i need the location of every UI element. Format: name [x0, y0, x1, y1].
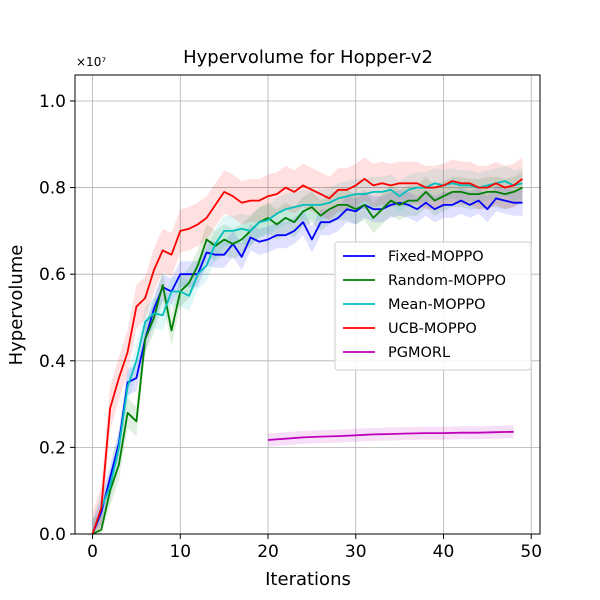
legend-label-ucb-moppo: UCB-MOPPO	[388, 321, 477, 337]
y-tick-label: 0.8	[39, 179, 66, 199]
x-tick-label: 30	[345, 542, 367, 562]
x-tick-label: 0	[87, 542, 98, 562]
axis-scale-multiplier: ×10⁷	[76, 55, 106, 69]
legend-box	[334, 241, 532, 371]
band-pgmorl	[268, 425, 514, 447]
plot-frame	[74, 74, 541, 535]
y-tick-label: 0.6	[39, 265, 66, 285]
legend-label-fixed-moppo: Fixed-MOPPO	[388, 249, 484, 265]
series-line-pgmorl	[267, 430, 514, 441]
chart-title: Hypervolume for Hopper-v2	[183, 47, 433, 68]
band-ucb-moppo	[92, 157, 523, 535]
axis-ticks: 0 10 20 30 40 50 0.0 0.2 0.4 0.6 0.8 1.0	[39, 92, 542, 562]
series-lines	[91, 177, 524, 535]
y-tick-label: 0.4	[39, 352, 66, 372]
y-axis-title: Hypervolume	[6, 245, 27, 366]
legend-label-pgmorl: PGMORL	[388, 345, 450, 361]
y-tick-label: 0.0	[39, 525, 66, 545]
y-tick-label: 1.0	[39, 92, 66, 112]
series-line-mean-moppo	[91, 180, 523, 535]
y-tick-label: 0.2	[39, 438, 66, 458]
x-axis-title: Iterations	[265, 569, 351, 590]
series-line-ucb-moppo	[91, 177, 524, 535]
x-tick-label: 10	[169, 542, 191, 562]
legend: Fixed-MOPPO Random-MOPPO Mean-MOPPO UCB-MOP…	[334, 241, 532, 371]
legend-label-mean-moppo: Mean-MOPPO	[388, 297, 486, 313]
x-tick-label: 50	[520, 542, 542, 562]
legend-label-random-moppo: Random-MOPPO	[388, 273, 506, 289]
series-line-random-moppo	[92, 186, 523, 535]
x-tick-label: 20	[257, 542, 279, 562]
band-random-moppo	[92, 172, 523, 534]
x-tick-label: 40	[433, 542, 455, 562]
